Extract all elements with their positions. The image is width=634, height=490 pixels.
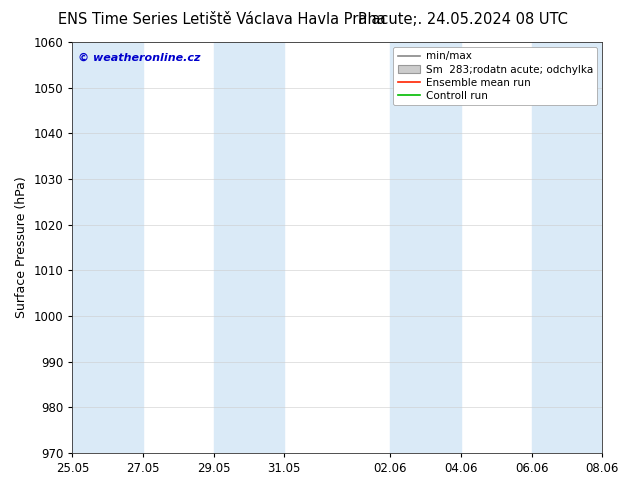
Text: ENS Time Series Letiště Václava Havla Praha: ENS Time Series Letiště Václava Havla Pr… xyxy=(58,12,385,27)
Text: © weatheronline.cz: © weatheronline.cz xyxy=(77,52,200,62)
Y-axis label: Surface Pressure (hPa): Surface Pressure (hPa) xyxy=(15,176,28,318)
Text: P acute;. 24.05.2024 08 UTC: P acute;. 24.05.2024 08 UTC xyxy=(358,12,568,27)
Legend: min/max, Sm  283;rodatn acute; odchylka, Ensemble mean run, Controll run: min/max, Sm 283;rodatn acute; odchylka, … xyxy=(393,47,597,105)
Bar xyxy=(214,42,284,453)
Bar xyxy=(391,42,461,453)
Bar xyxy=(532,42,602,453)
Bar xyxy=(72,42,143,453)
